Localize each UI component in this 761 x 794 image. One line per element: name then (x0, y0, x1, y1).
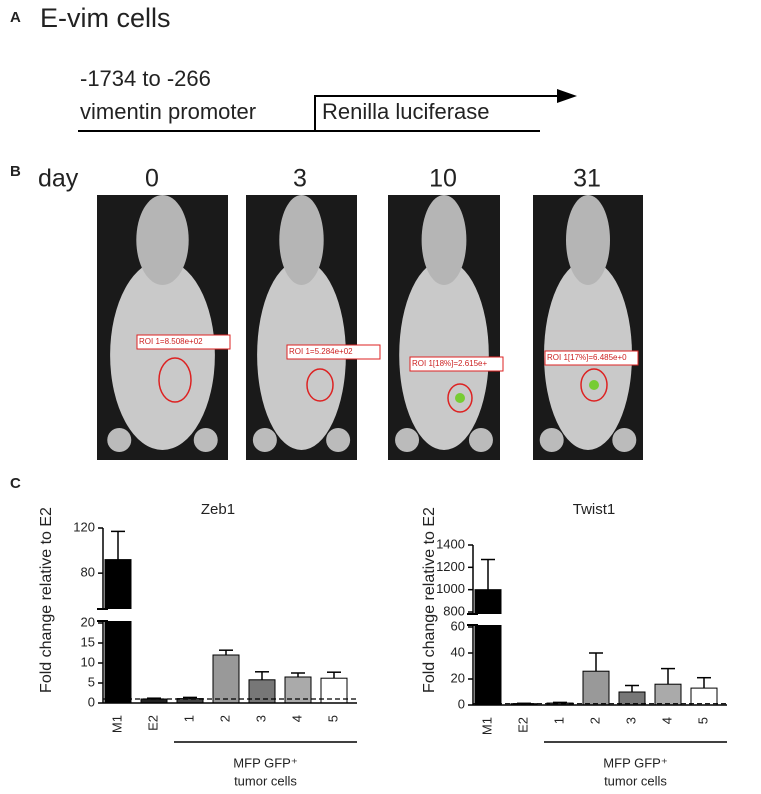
x-tick-label: 5 (325, 715, 340, 722)
chart-title: Twist1 (573, 501, 616, 518)
bar (690, 687, 718, 706)
day-value: 31 (573, 165, 601, 193)
roi-circle (306, 368, 334, 402)
roi-circle (447, 383, 473, 413)
y-tick-label: 40 (451, 644, 465, 659)
group-label: tumor cells (604, 773, 667, 788)
roi-label: ROI 1=5.284e+02 (289, 347, 353, 356)
x-tick-label: 2 (587, 717, 602, 724)
roi-label: ROI 1[17%]=6.485e+0 (547, 353, 627, 362)
y-tick-label: 60 (451, 618, 465, 633)
mouse-leg (107, 428, 132, 452)
signal-spot (455, 393, 465, 403)
chart-title: Zeb1 (201, 501, 235, 518)
x-tick-label: M1 (479, 717, 494, 735)
promoter-range: -1734 to -266 (80, 66, 211, 91)
roi-label-box (286, 344, 381, 360)
group-label: tumor cells (234, 773, 297, 788)
reporter-label: Renilla luciferase (322, 99, 490, 124)
x-tick-label: E2 (145, 715, 160, 731)
x-tick-label: 4 (289, 715, 304, 722)
y-tick-label: 20 (81, 614, 95, 629)
day-value: 10 (429, 165, 457, 193)
y-tick-label: 1000 (436, 581, 465, 596)
bar (320, 677, 348, 704)
day-value: 0 (145, 165, 159, 193)
construct-title: E-vim cells (40, 3, 171, 33)
group-label: MFP GFP⁺ (603, 755, 667, 770)
x-tick-label: 3 (623, 717, 638, 724)
x-tick-label: 3 (253, 715, 268, 722)
y-tick-label: 80 (81, 565, 95, 580)
y-tick-label: 20 (451, 670, 465, 685)
y-tick-label: 15 (81, 634, 95, 649)
y-axis-label: Fold change relative to E2 (421, 507, 438, 693)
signal-spot (589, 380, 599, 390)
mouse-leg (252, 428, 277, 452)
day-label: day (38, 165, 79, 193)
x-tick-label: 1 (551, 717, 566, 724)
bar (474, 589, 502, 706)
y-tick-label: 120 (73, 519, 95, 534)
day-value: 3 (293, 165, 307, 193)
mouse-head (421, 195, 467, 285)
x-tick-label: 1 (181, 715, 196, 722)
construct-line (78, 95, 560, 132)
mouse-head (279, 195, 324, 285)
mouse-leg (395, 428, 420, 452)
axis-break (465, 614, 525, 625)
mouse-head (566, 195, 610, 285)
mouse-leg (612, 428, 637, 452)
y-tick-label: 800 (443, 603, 465, 618)
x-tick-label: 4 (659, 717, 674, 724)
bar (582, 670, 610, 706)
panel-label: A (10, 9, 21, 26)
bar (212, 654, 240, 704)
group-label: MFP GFP⁺ (233, 755, 297, 770)
bar (618, 691, 646, 706)
panel-label: B (10, 163, 21, 180)
mouse-leg (468, 428, 493, 452)
mouse-body (399, 260, 489, 450)
y-tick-label: 1400 (436, 536, 465, 551)
arrow-head (557, 89, 577, 103)
axis-break (95, 609, 155, 621)
roi-label: ROI 1[18%]=2.615e+ (412, 359, 487, 368)
roi-circle (580, 368, 608, 402)
roi-label: ROI 1=8.508e+02 (139, 337, 203, 346)
x-tick-label: E2 (515, 717, 530, 733)
roi-circle (158, 357, 192, 403)
x-tick-label: 2 (217, 715, 232, 722)
y-tick-label: 0 (458, 696, 465, 711)
y-tick-label: 1200 (436, 559, 465, 574)
roi-label-box (136, 334, 231, 350)
y-axis-label: Fold change relative to E2 (38, 507, 55, 693)
roi-label-box (544, 350, 639, 366)
y-tick-label: 10 (81, 654, 95, 669)
y-tick-label: 0 (88, 694, 95, 709)
mouse-leg (539, 428, 564, 452)
mouse-leg (193, 428, 218, 452)
roi-label-box (409, 356, 504, 372)
mouse-body (110, 260, 215, 450)
x-tick-label: 5 (695, 717, 710, 724)
promoter-label: vimentin promoter (80, 99, 256, 124)
bar (654, 683, 682, 706)
mouse-head (136, 195, 189, 285)
mouse-leg (326, 428, 351, 452)
x-tick-label: M1 (109, 715, 124, 733)
panel-label: C (10, 475, 21, 492)
y-tick-label: 5 (88, 674, 95, 689)
bar (104, 559, 132, 704)
